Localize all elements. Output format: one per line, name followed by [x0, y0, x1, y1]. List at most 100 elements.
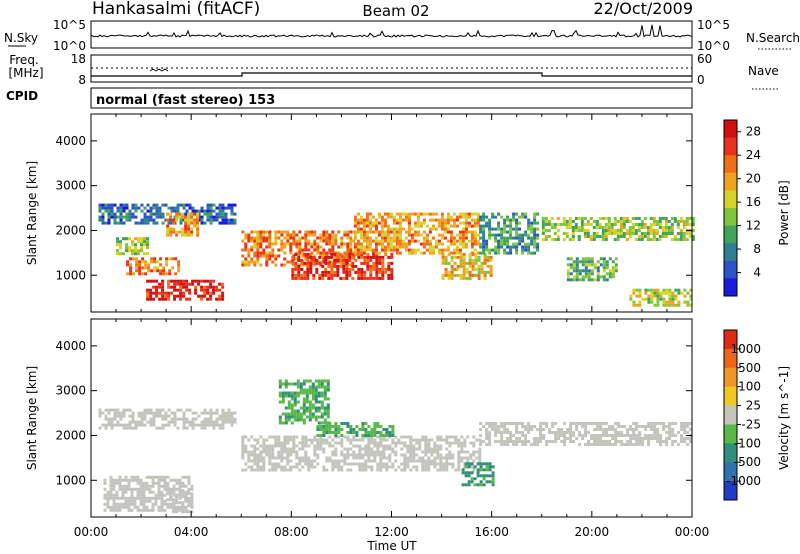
power-cell — [126, 263, 130, 267]
velocity-cell — [179, 408, 183, 412]
power-cell — [604, 217, 608, 220]
power-cell — [131, 203, 135, 207]
power-cell — [366, 255, 370, 259]
power-cell — [158, 215, 162, 219]
power-cell — [580, 226, 584, 229]
power-cell — [461, 239, 465, 243]
power-cell — [437, 233, 441, 237]
power-cell — [365, 215, 369, 219]
power-cell — [179, 288, 183, 292]
velocity-cell — [289, 450, 293, 454]
velocity-cell — [277, 450, 281, 454]
velocity-cell — [683, 440, 687, 443]
power-cell — [533, 221, 537, 225]
power-cell — [470, 242, 474, 246]
power-cell — [141, 257, 145, 261]
velocity-cell — [391, 450, 395, 454]
velocity-cell — [644, 425, 648, 428]
power-cell — [146, 215, 150, 219]
power-cell — [592, 220, 596, 223]
power-cell — [372, 261, 376, 265]
power-cell — [354, 264, 358, 268]
power-cell — [541, 226, 545, 229]
power-cell — [316, 251, 320, 255]
velocity-cell — [367, 453, 371, 457]
power-cell — [521, 251, 525, 255]
noise-left-tick-top: 10^5 — [53, 18, 86, 32]
velocity-cell — [247, 459, 251, 463]
velocity-cell — [415, 465, 419, 469]
velocity-cell — [185, 420, 189, 424]
power-cell — [671, 291, 675, 295]
velocity-cell — [304, 444, 308, 448]
power-cell — [459, 255, 463, 259]
power-cell — [458, 212, 462, 216]
noise-trace — [90, 24, 693, 38]
velocity-cell — [299, 418, 303, 422]
power-cell — [596, 266, 600, 270]
power-cell — [253, 245, 257, 249]
power-cell — [503, 224, 507, 228]
velocity-cell — [322, 465, 326, 469]
power-cell — [137, 237, 140, 241]
power-cell — [407, 215, 411, 219]
velocity-cell — [503, 425, 507, 428]
velocity-cell — [469, 453, 473, 457]
power-cell — [398, 236, 402, 240]
velocity-cell — [457, 438, 461, 442]
power-cell — [161, 282, 165, 286]
power-cell — [345, 261, 349, 265]
velocity-cell — [406, 450, 410, 454]
velocity-cell — [178, 501, 182, 505]
power-cell — [443, 248, 447, 252]
power-cell — [387, 261, 391, 265]
power-cell — [473, 242, 477, 246]
power-cell — [362, 224, 366, 228]
velocity-cell — [460, 450, 464, 454]
velocity-cell — [127, 505, 131, 509]
power-cell — [640, 232, 644, 235]
power-cell — [256, 239, 260, 243]
velocity-cell — [364, 468, 368, 472]
power-cell — [298, 236, 302, 240]
velocity-cell — [635, 428, 639, 431]
power-cell — [268, 242, 272, 246]
velocity-cell — [113, 417, 117, 421]
power-cell — [253, 251, 257, 255]
velocity-cell — [479, 440, 483, 443]
velocity-cell — [292, 438, 296, 442]
power-cell — [583, 229, 587, 232]
power-cell — [589, 223, 593, 226]
power-cell — [590, 257, 594, 261]
power-cell — [450, 270, 454, 274]
power-cell — [392, 218, 396, 222]
power-cell — [437, 251, 441, 255]
power-cell — [500, 233, 504, 237]
velocity-cell — [439, 435, 443, 439]
power-cell — [512, 242, 516, 246]
power-cell — [486, 270, 490, 274]
velocity-cell — [485, 465, 489, 469]
velocity-cell — [292, 435, 296, 439]
velocity-cell — [406, 447, 410, 451]
power-cell — [359, 230, 363, 234]
velocity-cell — [400, 453, 404, 457]
velocity-cell — [563, 437, 567, 440]
power-cell — [360, 267, 364, 271]
velocity-cell — [376, 431, 380, 434]
power-cell — [156, 266, 160, 270]
power-cell — [443, 218, 447, 222]
power-cell — [622, 223, 626, 226]
velocity-cell — [460, 456, 464, 460]
power-cell — [300, 261, 304, 265]
velocity-cell — [466, 459, 470, 463]
power-cell — [268, 245, 272, 249]
power-cell — [375, 264, 379, 268]
power-cell — [410, 233, 414, 237]
power-cell — [372, 267, 376, 271]
velocity-cell — [271, 468, 275, 472]
power-cell — [683, 288, 687, 292]
velocity-cell — [212, 411, 216, 415]
velocity-cell — [403, 462, 407, 466]
velocity-cell — [385, 462, 389, 466]
